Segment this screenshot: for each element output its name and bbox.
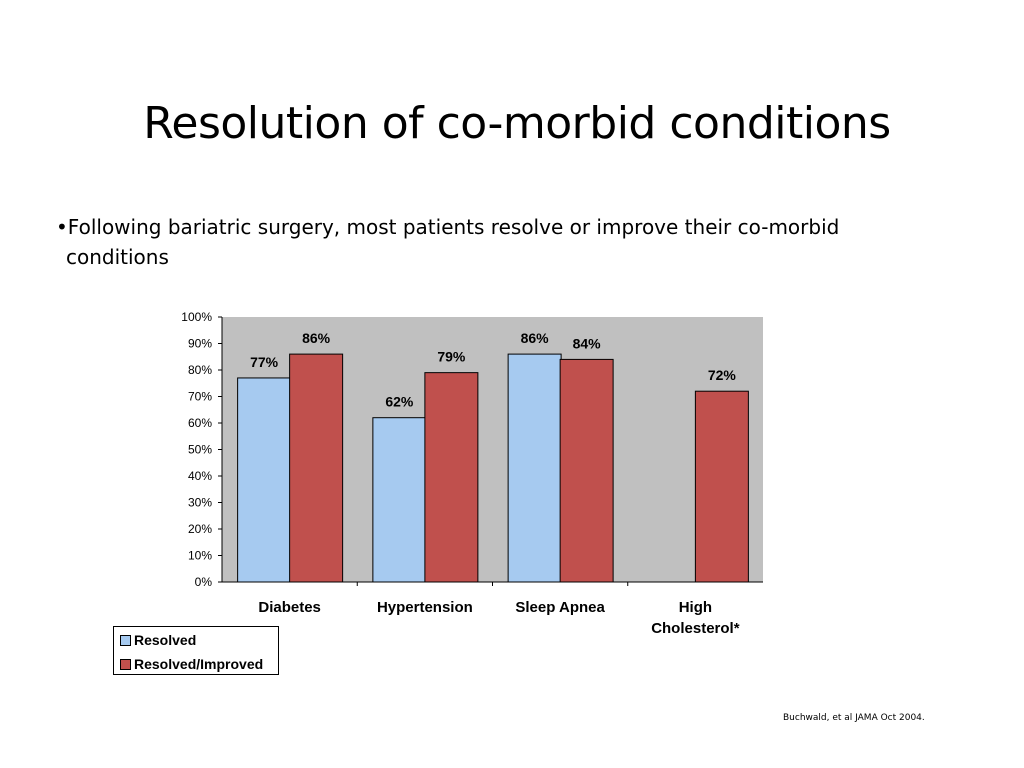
- data-label: 86%: [521, 330, 550, 346]
- data-label: 62%: [385, 394, 414, 410]
- data-label: 86%: [302, 330, 331, 346]
- data-label: 84%: [573, 335, 602, 351]
- y-tick-label: 70%: [188, 390, 212, 404]
- x-category-label: High: [679, 599, 712, 616]
- bar-resolved-improved-high-cholesterol: [694, 390, 749, 583]
- legend-item-resolved-improved: Resolved/Improved: [120, 656, 263, 672]
- data-label: 72%: [708, 367, 737, 383]
- y-tick-label: 10%: [188, 549, 212, 563]
- legend-label-resolved-improved: Resolved/Improved: [134, 656, 264, 672]
- x-category-label: Hypertension: [377, 599, 473, 616]
- y-tick-label: 90%: [188, 337, 212, 351]
- y-axis: 0% 10% 20% 30% 40% 50% 60% 70% 80% 90% 100%: [181, 310, 223, 589]
- y-tick-label: 50%: [188, 443, 212, 457]
- bar-resolved-hypertension: [372, 417, 427, 583]
- legend-swatch-resolved: [120, 634, 131, 646]
- x-axis: Diabetes Hypertension Sleep Apnea High Chole…: [222, 581, 763, 637]
- data-label: 79%: [437, 349, 466, 365]
- data-label: 77%: [250, 354, 279, 370]
- bar-resolved-sleep-apnea: [507, 353, 562, 583]
- bar-resolved-improved-hypertension: [424, 372, 479, 583]
- y-tick-label: 100%: [181, 310, 212, 324]
- x-category-label: Diabetes: [258, 599, 321, 616]
- bar-resolved-improved-diabetes: [289, 353, 344, 583]
- legend-label-resolved: Resolved: [134, 632, 197, 648]
- y-tick-label: 80%: [188, 363, 212, 377]
- y-tick-label: 30%: [188, 496, 212, 510]
- bar-resolved-improved-sleep-apnea: [559, 358, 614, 583]
- y-tick-label: 0%: [195, 575, 213, 589]
- x-category-label: Cholesterol*: [651, 620, 740, 637]
- legend-item-resolved: Resolved: [120, 632, 196, 648]
- y-tick-label: 20%: [188, 522, 212, 536]
- chart-legend: Resolved Resolved/Improved: [113, 626, 279, 675]
- bar-resolved-diabetes: [237, 377, 292, 583]
- bars: 77% 86% 62% 79% 86% 84% 72%: [237, 330, 749, 583]
- source-citation: Buchwald, et al JAMA Oct 2004.: [783, 713, 925, 723]
- x-category-label: Sleep Apnea: [515, 599, 605, 616]
- slide-title: Resolution of co-morbid conditions: [143, 98, 891, 149]
- y-tick-label: 60%: [188, 416, 212, 430]
- bullet-text: •Following bariatric surgery, most patie…: [56, 215, 840, 269]
- legend-swatch-resolved-improved: [120, 658, 131, 670]
- y-tick-label: 40%: [188, 469, 212, 483]
